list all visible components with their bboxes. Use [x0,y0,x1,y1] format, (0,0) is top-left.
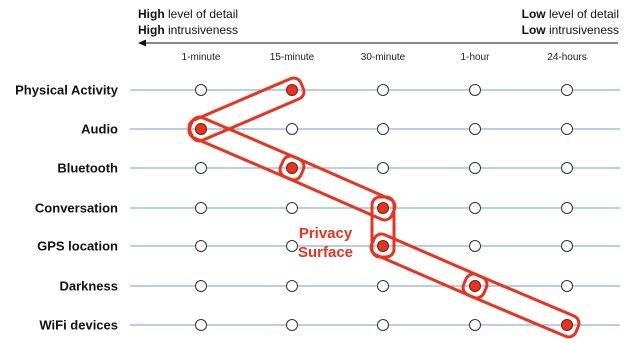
privacy-surface-label: Privacy Surface [298,224,353,262]
selected-granularity-dot [286,162,298,174]
header-right-line1-rest: level of detail [545,7,619,21]
granularity-dot [286,240,298,252]
privacy-surface-segment [461,272,581,339]
granularity-dot [561,123,573,135]
row-label: Bluetooth [57,160,118,176]
privacy-surface-segment [187,115,306,182]
row-lines [130,89,620,326]
granularity-dot [469,162,481,174]
row-label: Darkness [59,278,118,294]
header-right-line1-bold: Low [521,7,546,21]
granularity-dot [377,84,389,96]
privacy-label-line2: Surface [298,244,354,261]
granularity-dot [561,84,573,96]
granularity-dot [195,84,207,96]
column-label: 1-hour [460,52,490,63]
header-left-line2-rest: intrusiveness [164,23,239,37]
granularity-dot [286,280,298,292]
granularity-dot [286,123,298,135]
column-label: 24-hours [547,52,587,63]
granularity-dot [469,240,481,252]
granularity-dot [195,240,207,252]
header-left-line1-bold: High [138,7,165,21]
detail-scale-arrow [138,39,618,47]
privacy-label-line1: Privacy [298,225,353,242]
granularity-dot [377,280,389,292]
granularity-dot [286,319,298,331]
granularity-dot [195,202,207,214]
granularity-dot [195,280,207,292]
scale-arrowhead-left [138,39,146,47]
selected-granularity-dot [286,84,298,96]
header-right-line2-bold: Low [521,23,546,37]
privacy-surface-outline [187,76,581,339]
selected-granularity-dot [377,202,389,214]
granularity-dot [377,319,389,331]
granularity-dot [469,84,481,96]
header-left-line2-bold: High [138,23,165,37]
granularity-dot [561,162,573,174]
selected-granularity-dot [377,240,389,252]
selected-granularity-dot [469,280,481,292]
granularity-dot [561,240,573,252]
granularity-dot [286,202,298,214]
granularity-dot [561,202,573,214]
row-label: WiFi devices [39,317,118,333]
granularity-dot [377,123,389,135]
header-low-detail: Low level of detail Low intrusiveness [522,6,619,38]
privacy-surface-segment [369,232,489,300]
granularity-dot [469,123,481,135]
selected-granularity-dot [561,319,573,331]
row-label: Physical Activity [15,82,118,98]
header-right-line2-rest: intrusiveness [545,23,619,37]
selected-granularity-dot [195,123,207,135]
granularity-dot [195,162,207,174]
column-label: 15-minute [269,52,315,63]
granularity-dot [195,319,207,331]
row-label: GPS location [37,238,118,254]
column-label: 30-minute [360,52,406,63]
granularity-dot [469,202,481,214]
row-label: Audio [81,121,118,137]
granularity-dots [195,84,573,331]
granularity-dot [469,319,481,331]
header-left-line1-rest: level of detail [164,7,239,21]
row-label: Conversation [34,200,118,216]
granularity-dot [561,280,573,292]
header-high-detail: High level of detail High intrusiveness [138,6,238,38]
column-label: 1-minute [181,52,221,63]
granularity-dot [377,162,389,174]
